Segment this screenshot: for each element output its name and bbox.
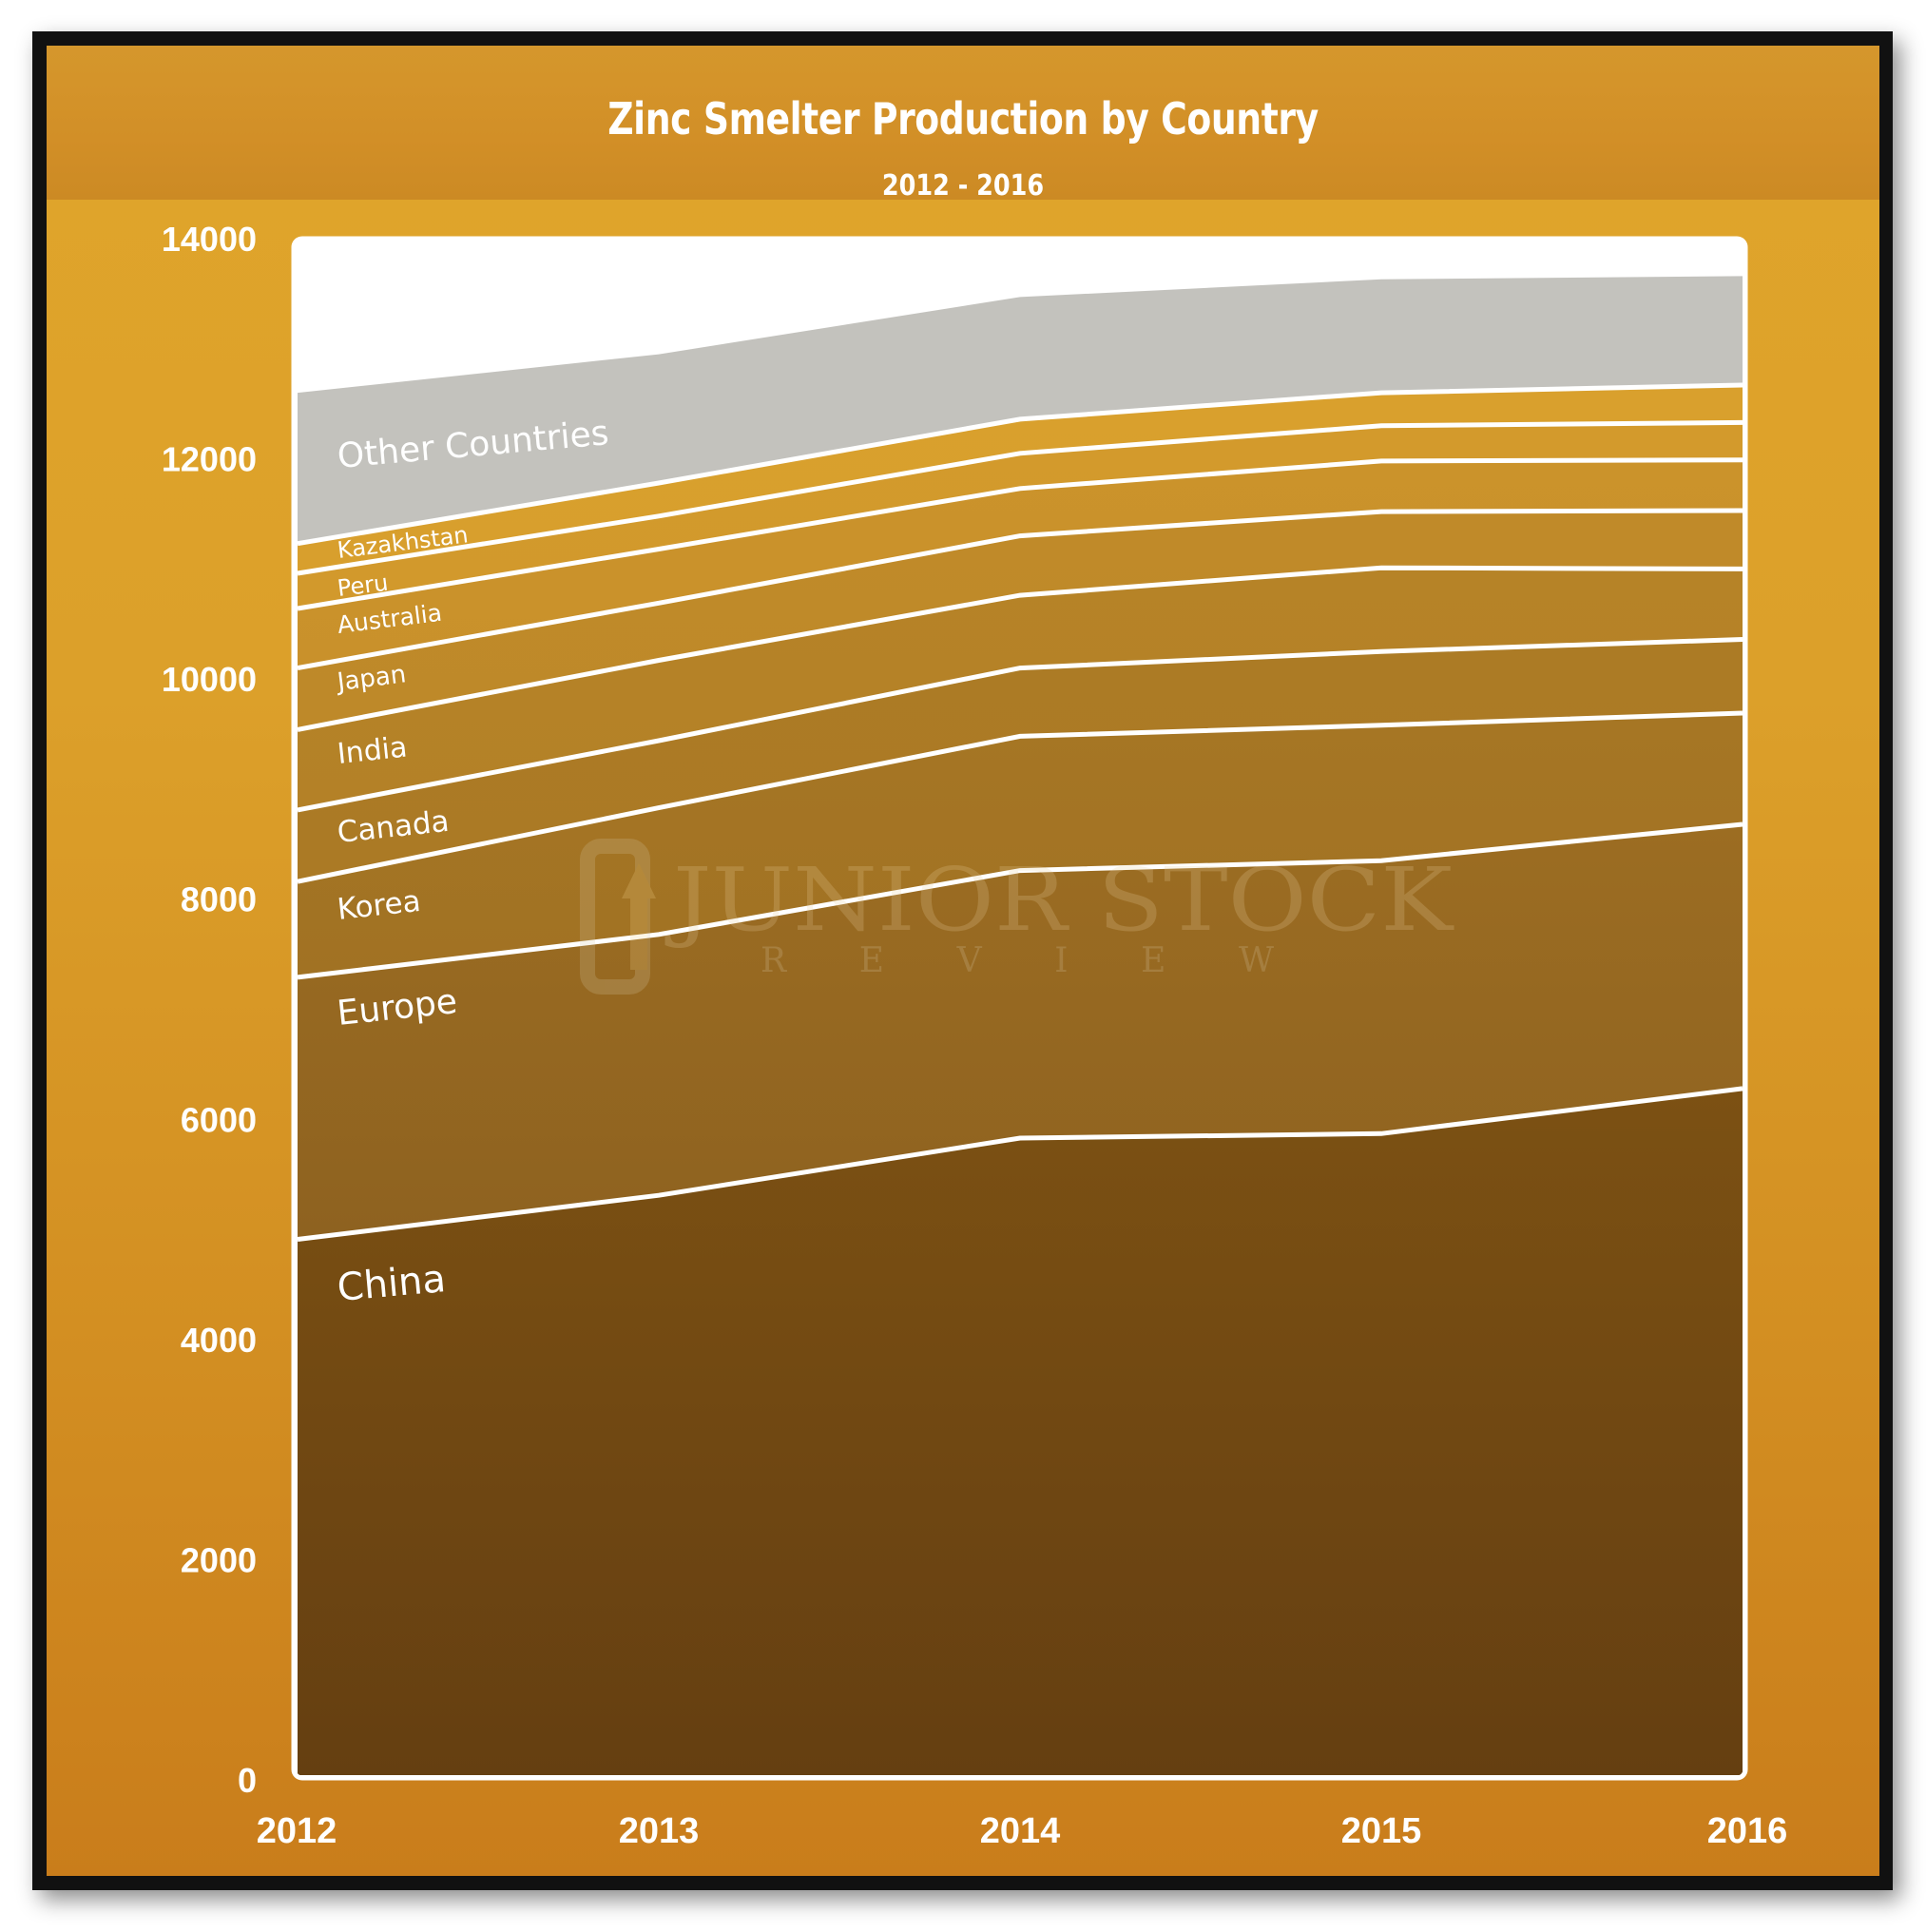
plot-border: [291, 236, 1748, 1781]
x-tick-label: 2014: [980, 1811, 1061, 1851]
area-canada: [298, 639, 1743, 882]
x-tick-label: 2013: [619, 1811, 700, 1851]
separator-line-kazakhstan: [297, 382, 1743, 547]
separator-line-peru: [297, 419, 1743, 576]
separator-line-australia: [297, 457, 1743, 611]
area-china: [298, 1088, 1743, 1775]
chart-title: Zinc Smelter Production by Country: [607, 93, 1319, 145]
series-label-india: India: [336, 730, 409, 771]
separator-line-india: [297, 565, 1743, 732]
area-other-countries: [298, 276, 1743, 544]
x-tick-label: 2016: [1707, 1811, 1788, 1851]
watermark-logo-frame: [580, 839, 650, 995]
area-japan: [298, 511, 1743, 730]
y-tick-label: 12000: [162, 440, 257, 479]
chart-header: Zinc Smelter Production by Country 2012 …: [47, 46, 1879, 203]
y-tick-label: 6000: [181, 1100, 257, 1139]
separator-line-china: [297, 1086, 1743, 1242]
watermark-logo: JUNIOR STOCK REVIEW: [580, 839, 1454, 995]
area-australia: [298, 459, 1743, 668]
separator-line-japan: [297, 508, 1743, 671]
series-areas: [297, 276, 1743, 1775]
area-kazakhstan: [298, 385, 1743, 573]
y-tick-label: 0: [238, 1761, 257, 1800]
watermark-line1: JUNIOR STOCK: [664, 849, 1454, 951]
separator-line-canada: [297, 637, 1743, 813]
x-axis: 2012 2013 2014 2015 2016: [257, 1811, 1788, 1851]
watermark-arrow-icon: [622, 863, 656, 970]
y-tick-label: 14000: [162, 220, 257, 259]
y-axis: 0 2000 4000 6000 8000 10000 12000 14000: [162, 220, 257, 1800]
area-korea: [298, 713, 1743, 977]
chart-subtitle: 2012 - 2016: [881, 169, 1045, 203]
separator-line-korea: [297, 710, 1743, 884]
area-europe: [298, 824, 1743, 1240]
y-tick-label: 4000: [181, 1321, 257, 1360]
y-tick-label: 10000: [162, 660, 257, 699]
area-india: [298, 568, 1743, 810]
x-tick-label: 2015: [1341, 1811, 1422, 1851]
x-tick-label: 2012: [257, 1811, 337, 1851]
series-label-peru: Peru: [336, 570, 389, 602]
y-tick-label: 2000: [181, 1540, 257, 1579]
series-label-china: China: [336, 1257, 448, 1310]
separator-line-europe: [297, 821, 1743, 980]
y-tick-label: 8000: [181, 880, 257, 919]
area-peru: [298, 422, 1743, 609]
